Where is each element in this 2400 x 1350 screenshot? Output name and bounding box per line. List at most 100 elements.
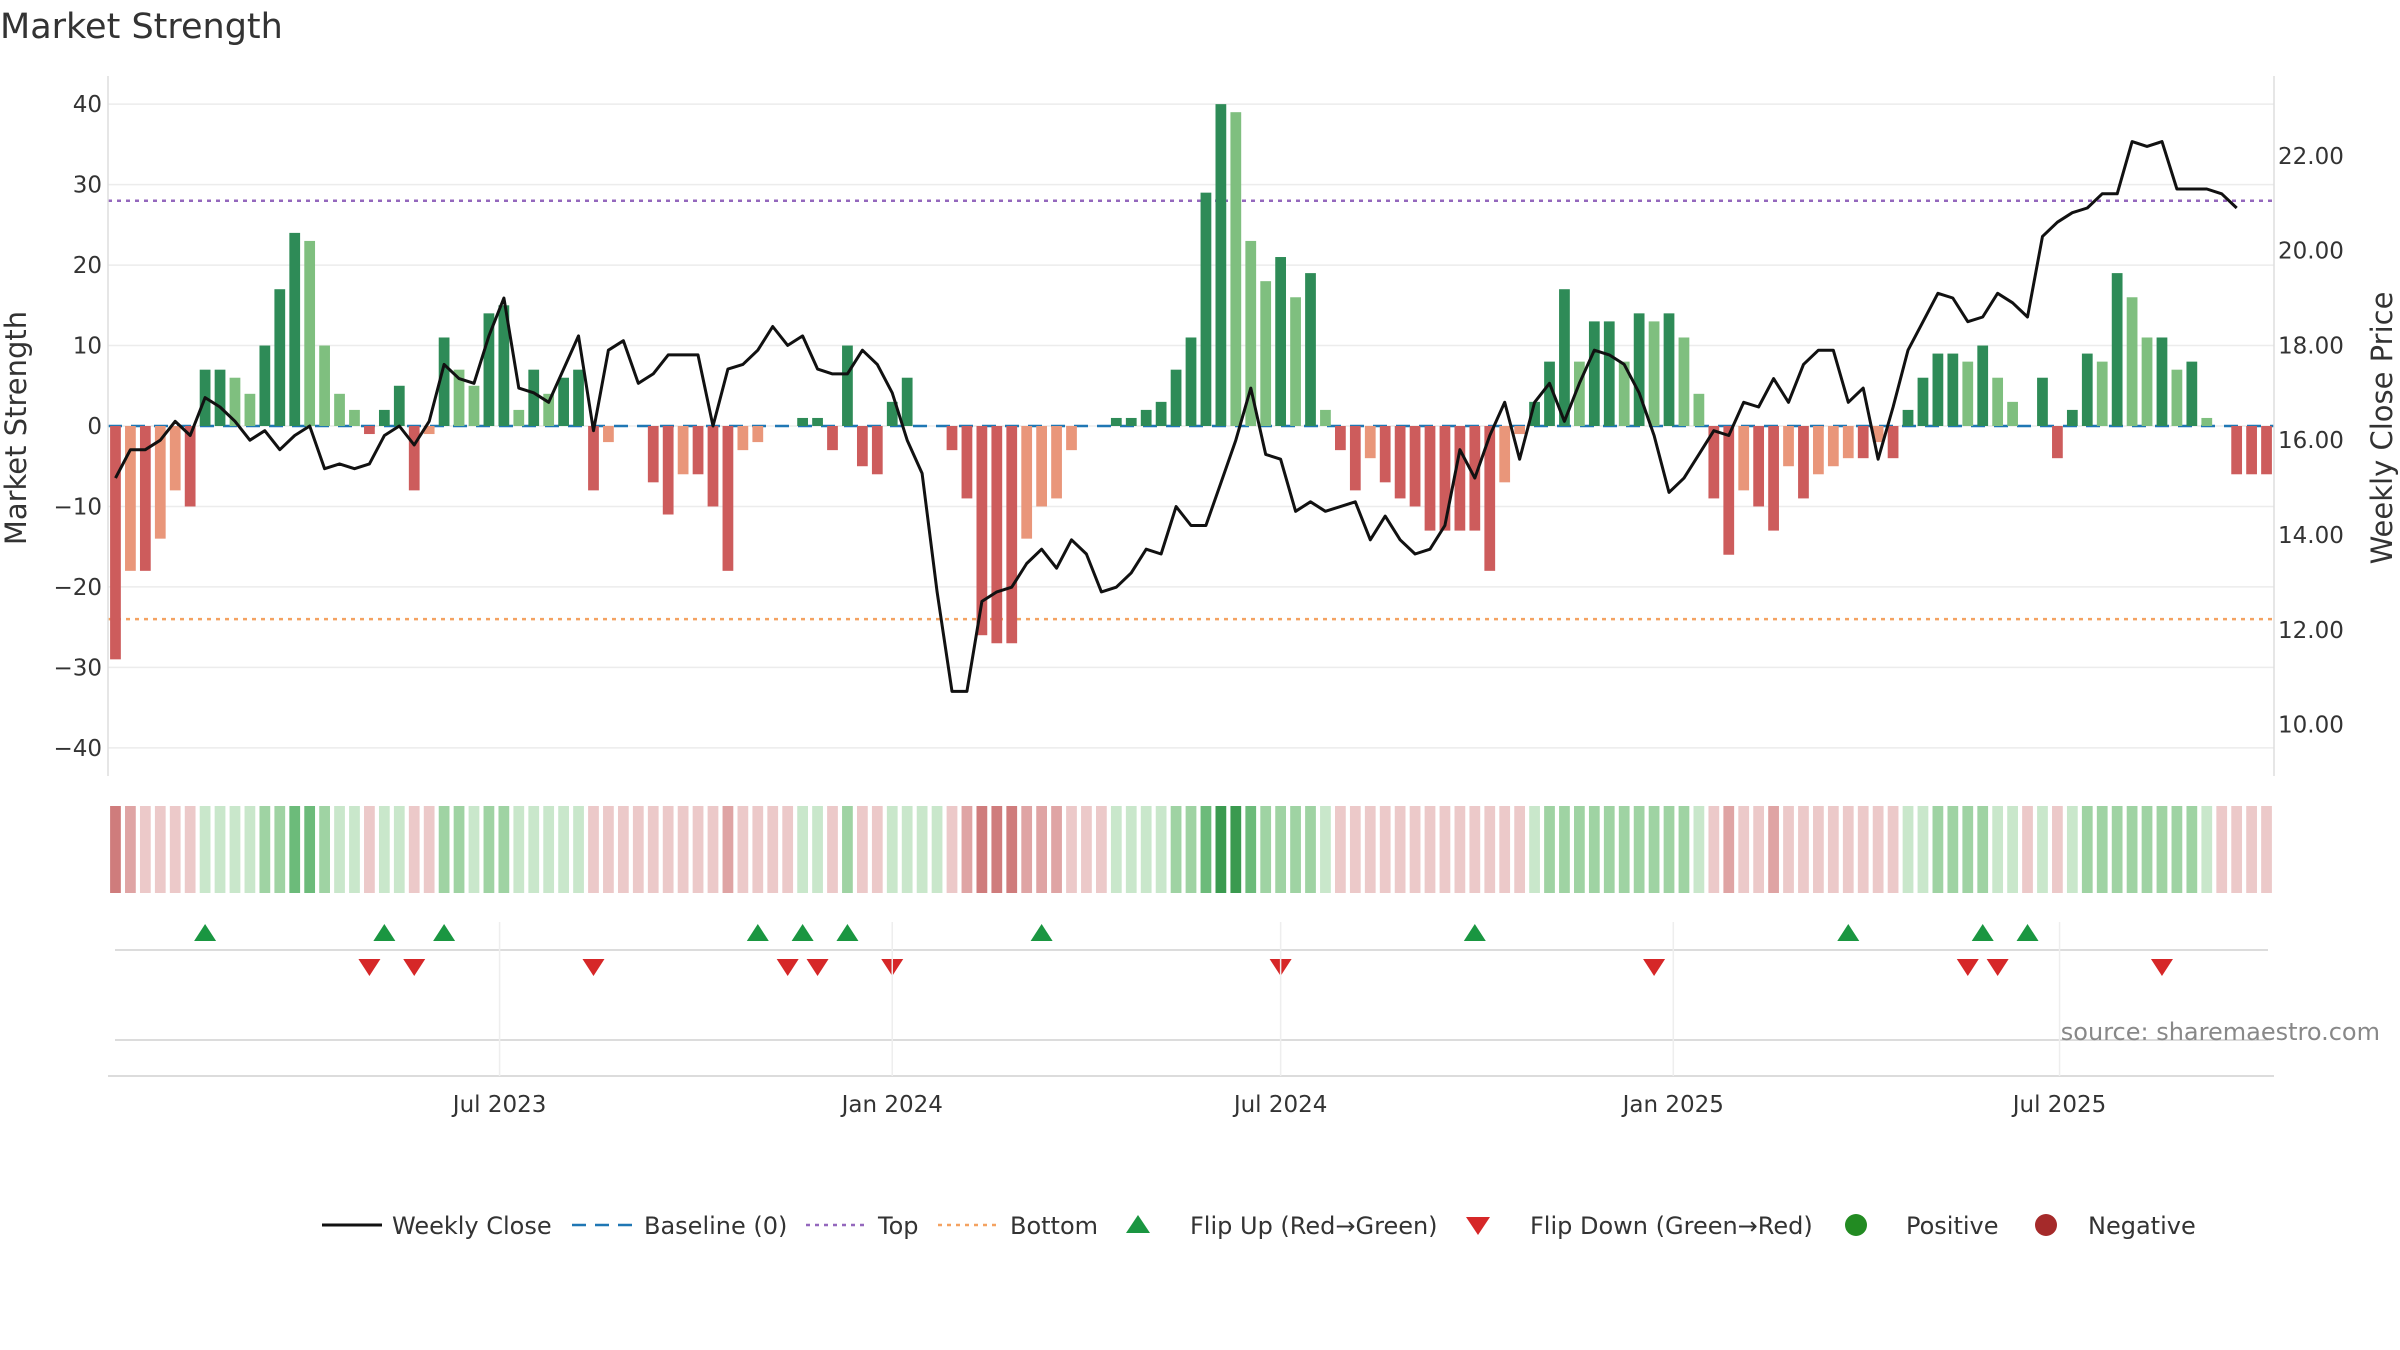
strength-bar — [1738, 426, 1750, 491]
strength-bar — [1125, 417, 1137, 426]
flip-up-marker — [836, 924, 859, 941]
y2-tick-label: 10.00 — [2278, 713, 2344, 739]
strength-bar — [976, 426, 988, 636]
heat-cell — [289, 806, 301, 893]
heat-cell — [1842, 806, 1854, 893]
strength-bar — [1947, 353, 1959, 426]
heat-cell — [1514, 806, 1526, 893]
strength-bar — [483, 313, 495, 426]
strength-bar — [498, 305, 510, 426]
flip-down-marker — [403, 959, 426, 976]
heat-cell — [438, 806, 450, 893]
left-axis-title: Market Strength — [0, 311, 33, 545]
heat-cell — [319, 806, 330, 893]
heat-cell — [677, 806, 689, 893]
legend-label: Bottom — [1010, 1212, 1098, 1240]
heat-cell — [364, 806, 375, 893]
heat-cell — [423, 806, 435, 893]
heat-cell — [632, 806, 644, 893]
strength-bar — [722, 426, 734, 571]
heat-cell — [110, 806, 121, 893]
heat-cell — [1454, 806, 1466, 893]
strength-bar — [1185, 337, 1197, 426]
heat-cell — [647, 806, 659, 893]
strength-bar — [2111, 273, 2123, 426]
strength-bar — [110, 426, 121, 660]
chart-title: Market Strength — [0, 7, 283, 47]
heat-cell — [1559, 806, 1570, 893]
strength-bar — [2141, 337, 2153, 426]
heat-cell — [408, 806, 420, 893]
heat-cell — [1215, 806, 1227, 893]
heat-cell — [722, 806, 734, 893]
heat-cell — [2201, 806, 2213, 893]
legend-item-flip-up: Flip Up (Red→Green) — [1126, 1212, 1438, 1240]
y2-tick-label: 20.00 — [2278, 239, 2344, 265]
legend-label: Top — [877, 1212, 919, 1240]
flip-down-marker — [1986, 959, 2009, 976]
strength-bar — [946, 426, 958, 451]
strength-bar — [856, 426, 868, 467]
heat-cell — [1305, 806, 1316, 893]
strength-bar — [543, 393, 555, 426]
strength-bar — [2096, 361, 2108, 426]
strength-bar — [1783, 426, 1794, 467]
strength-bar — [1559, 289, 1570, 426]
heat-cell — [378, 806, 390, 893]
heat-cell — [931, 806, 943, 893]
strength-bar — [229, 377, 241, 426]
y-tick-label: −30 — [53, 655, 102, 681]
heat-cell — [1036, 806, 1047, 893]
heat-cell — [1409, 806, 1421, 893]
x-axis: Jul 2023 Jan 2024 Jul 2024 Jan 2025 Jul 2025 — [108, 922, 2274, 1118]
strength-bar — [1977, 345, 1989, 426]
heat-cell — [2096, 806, 2108, 893]
heat-cell — [2156, 806, 2168, 893]
legend-label: Baseline (0) — [644, 1212, 787, 1240]
price-line-layer — [114, 140, 2238, 693]
heat-cell — [1260, 806, 1272, 893]
heat-cell — [1484, 806, 1496, 893]
heat-cell — [2186, 806, 2198, 893]
strength-bar — [1574, 361, 1585, 426]
strength-bar — [1364, 426, 1376, 459]
strength-bar — [886, 401, 898, 426]
strength-bar — [453, 369, 465, 426]
strength-bar — [378, 409, 390, 426]
heat-cell — [1140, 806, 1152, 893]
y-tick-label: 20 — [73, 253, 102, 279]
heat-cell — [856, 806, 868, 893]
strength-bar — [1678, 337, 1690, 426]
strength-bar — [2201, 417, 2213, 426]
heat-cell — [1499, 806, 1511, 893]
strength-bar — [1066, 426, 1077, 451]
heat-cell — [752, 806, 764, 893]
heat-cell — [1170, 806, 1182, 893]
heat-cell — [662, 806, 674, 893]
strength-bar — [334, 393, 345, 426]
legend-item-weekly-close: Weekly Close — [322, 1212, 552, 1240]
strength-bar — [423, 426, 435, 435]
heat-cell — [1544, 806, 1555, 893]
strength-bar — [1618, 361, 1630, 426]
strength-bar — [1439, 426, 1451, 531]
strength-bar — [1842, 426, 1854, 459]
strength-bar — [901, 377, 913, 426]
flip-down-marker — [1956, 959, 1979, 976]
strength-bar — [662, 426, 674, 515]
heat-cell — [901, 806, 913, 893]
strength-bar — [1305, 273, 1316, 426]
strength-bar — [991, 426, 1003, 644]
strength-bar — [304, 240, 316, 426]
strength-bar — [408, 426, 420, 491]
strength-bar — [1708, 426, 1720, 499]
strength-bar — [677, 426, 689, 475]
strength-bar — [647, 426, 659, 483]
heat-cell — [1125, 806, 1137, 893]
heat-cell — [2052, 806, 2063, 893]
legend: Weekly Close Baseline (0) Top Bottom Flip Up… — [322, 1212, 2196, 1240]
strength-bar — [1260, 281, 1272, 426]
heat-cell — [513, 806, 525, 893]
strength-bar — [1544, 361, 1555, 426]
